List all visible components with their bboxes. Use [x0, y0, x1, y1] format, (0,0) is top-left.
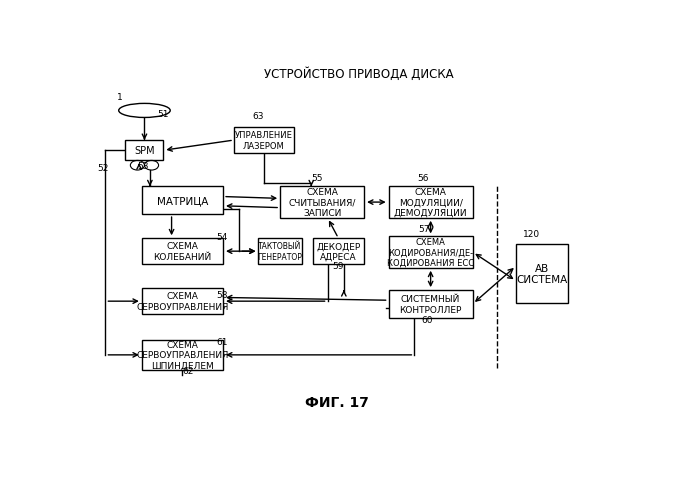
Text: 1: 1 — [117, 93, 122, 102]
Text: SPM: SPM — [134, 146, 155, 156]
Text: ДЕКОДЕР
АДРЕСА: ДЕКОДЕР АДРЕСА — [316, 242, 361, 261]
Text: ФИГ. 17: ФИГ. 17 — [305, 395, 369, 409]
Text: СХЕМА
МОДУЛЯЦИИ/
ДЕМОДУЛЯЦИИ: СХЕМА МОДУЛЯЦИИ/ ДЕМОДУЛЯЦИИ — [394, 188, 468, 217]
Bar — [389, 237, 473, 268]
Text: СХЕМА
КОДИРОВАНИЯ/ДЕ-
КОДИРОВАНИЯ ЕСС: СХЕМА КОДИРОВАНИЯ/ДЕ- КОДИРОВАНИЯ ЕСС — [387, 238, 474, 267]
Text: СХЕМА
СЕРВОУПРАВЛЕНИЯ: СХЕМА СЕРВОУПРАВЛЕНИЯ — [136, 292, 229, 311]
Text: 63: 63 — [253, 112, 264, 121]
Text: ТАКТОВЫЙ
ГЕНЕРАТОР: ТАКТОВЫЙ ГЕНЕРАТОР — [258, 242, 302, 261]
Bar — [313, 239, 364, 264]
Text: 52: 52 — [97, 163, 108, 172]
Text: 120: 120 — [523, 230, 540, 239]
Text: УПРАВЛЕНИЕ
ЛАЗЕРОМ: УПРАВЛЕНИЕ ЛАЗЕРОМ — [235, 131, 293, 150]
Bar — [389, 290, 473, 318]
Bar — [141, 239, 223, 264]
Text: АВ
СИСТЕМА: АВ СИСТЕМА — [516, 263, 568, 285]
Text: 57: 57 — [419, 224, 430, 233]
Text: 54: 54 — [216, 232, 228, 241]
Text: 62: 62 — [183, 366, 194, 375]
Bar — [389, 187, 473, 218]
Text: 61: 61 — [216, 337, 228, 346]
Text: СХЕМА
КОЛЕБАНИЙ: СХЕМА КОЛЕБАНИЙ — [153, 242, 211, 261]
Text: УСТРОЙСТВО ПРИВОДА ДИСКА: УСТРОЙСТВО ПРИВОДА ДИСКА — [264, 67, 454, 80]
Bar — [234, 128, 294, 154]
Text: 56: 56 — [417, 173, 429, 182]
Text: СИСТЕМНЫЙ
КОНТРОЛЛЕР: СИСТЕМНЫЙ КОНТРОЛЛЕР — [400, 295, 462, 314]
Text: 51: 51 — [157, 109, 169, 119]
Text: СХЕМА
СЧИТЫВАНИЯ/
ЗАПИСИ: СХЕМА СЧИТЫВАНИЯ/ ЗАПИСИ — [288, 188, 356, 217]
Text: 53: 53 — [137, 161, 149, 170]
Bar — [141, 340, 223, 370]
Text: 58: 58 — [216, 291, 228, 300]
Bar — [125, 141, 163, 161]
Bar — [258, 239, 302, 264]
Text: 60: 60 — [421, 315, 433, 324]
Bar — [280, 187, 364, 218]
Text: СХЕМА
СЕРВОУПРАВЛЕНИЯ
ШПИНДЕЛЕМ: СХЕМА СЕРВОУПРАВЛЕНИЯ ШПИНДЕЛЕМ — [136, 340, 229, 370]
Bar — [516, 244, 568, 303]
Bar — [141, 288, 223, 314]
Bar — [141, 187, 223, 215]
Text: 59: 59 — [332, 261, 344, 270]
Ellipse shape — [119, 104, 170, 118]
Text: МАТРИЦА: МАТРИЦА — [157, 196, 208, 206]
Text: 55: 55 — [312, 173, 323, 182]
